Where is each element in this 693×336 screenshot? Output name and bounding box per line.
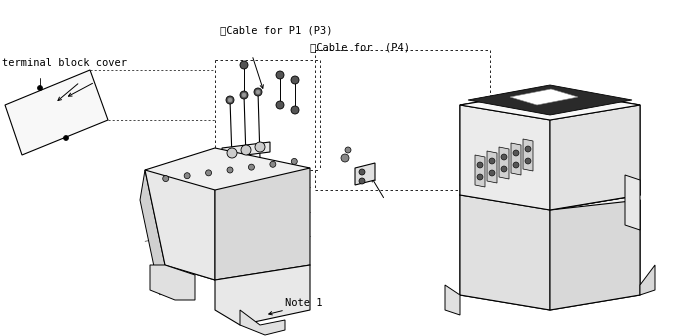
Circle shape bbox=[501, 154, 507, 160]
Circle shape bbox=[227, 148, 237, 158]
Polygon shape bbox=[240, 310, 285, 335]
Circle shape bbox=[256, 90, 260, 94]
Polygon shape bbox=[468, 85, 632, 115]
Circle shape bbox=[489, 170, 495, 176]
Circle shape bbox=[359, 178, 365, 184]
Circle shape bbox=[489, 158, 495, 164]
Polygon shape bbox=[460, 90, 640, 120]
Polygon shape bbox=[145, 148, 310, 190]
Polygon shape bbox=[150, 265, 195, 300]
Polygon shape bbox=[523, 139, 533, 171]
Circle shape bbox=[477, 174, 483, 180]
Polygon shape bbox=[460, 185, 640, 310]
Circle shape bbox=[291, 106, 299, 114]
Circle shape bbox=[255, 142, 265, 152]
Polygon shape bbox=[140, 170, 165, 295]
Text: ③Cable for P1 (P3): ③Cable for P1 (P3) bbox=[220, 25, 333, 35]
Circle shape bbox=[525, 158, 531, 164]
Polygon shape bbox=[625, 175, 640, 230]
Text: terminal block cover: terminal block cover bbox=[2, 58, 127, 68]
Circle shape bbox=[248, 164, 254, 170]
Circle shape bbox=[525, 146, 531, 152]
Polygon shape bbox=[460, 105, 550, 210]
Circle shape bbox=[477, 162, 483, 168]
Circle shape bbox=[37, 85, 42, 90]
Polygon shape bbox=[499, 147, 509, 179]
Polygon shape bbox=[445, 285, 460, 315]
Circle shape bbox=[227, 167, 233, 173]
Circle shape bbox=[291, 76, 299, 84]
Circle shape bbox=[276, 71, 284, 79]
Circle shape bbox=[226, 96, 234, 104]
Circle shape bbox=[242, 93, 246, 97]
Circle shape bbox=[228, 98, 232, 102]
Polygon shape bbox=[5, 70, 108, 155]
Polygon shape bbox=[550, 105, 640, 210]
Circle shape bbox=[270, 161, 276, 167]
Polygon shape bbox=[355, 163, 375, 185]
Circle shape bbox=[184, 173, 190, 179]
Circle shape bbox=[513, 162, 519, 168]
Circle shape bbox=[501, 166, 507, 172]
Text: Note 1: Note 1 bbox=[285, 298, 322, 308]
Polygon shape bbox=[145, 170, 215, 280]
Circle shape bbox=[345, 147, 351, 153]
Polygon shape bbox=[550, 200, 640, 310]
Polygon shape bbox=[640, 265, 655, 295]
Circle shape bbox=[240, 61, 248, 69]
Circle shape bbox=[163, 176, 168, 181]
Circle shape bbox=[276, 101, 284, 109]
Polygon shape bbox=[460, 90, 640, 210]
Circle shape bbox=[291, 159, 297, 164]
Circle shape bbox=[341, 154, 349, 162]
Circle shape bbox=[513, 150, 519, 156]
Polygon shape bbox=[475, 155, 485, 187]
Circle shape bbox=[359, 169, 365, 175]
Circle shape bbox=[241, 145, 251, 155]
Polygon shape bbox=[460, 195, 550, 310]
Polygon shape bbox=[215, 265, 310, 325]
Polygon shape bbox=[510, 89, 578, 105]
Circle shape bbox=[254, 88, 262, 96]
Circle shape bbox=[240, 91, 248, 99]
Polygon shape bbox=[487, 151, 497, 183]
Circle shape bbox=[64, 135, 69, 140]
Polygon shape bbox=[222, 142, 270, 158]
Polygon shape bbox=[215, 168, 310, 280]
Polygon shape bbox=[511, 143, 521, 175]
Text: ④Cable for  (P4): ④Cable for (P4) bbox=[310, 42, 410, 52]
Circle shape bbox=[206, 170, 211, 176]
